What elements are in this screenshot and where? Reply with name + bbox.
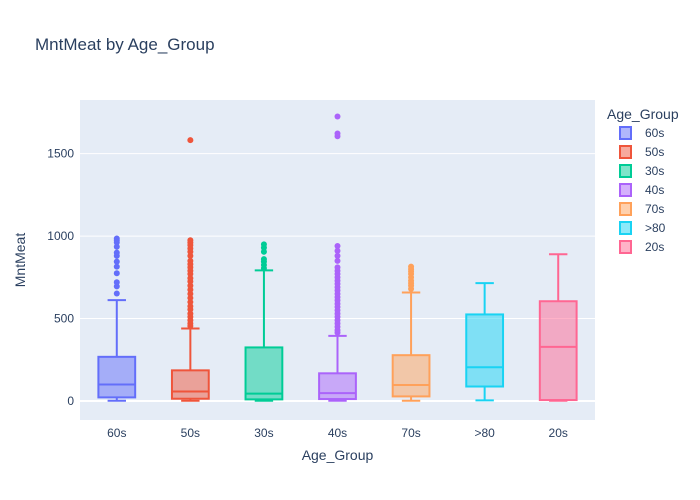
box-30s [244, 241, 284, 402]
outlier-point [187, 303, 194, 310]
legend-swatch [619, 164, 632, 178]
legend-item-20s[interactable]: 20s [619, 240, 664, 254]
outlier-point [187, 282, 194, 289]
box-body [97, 355, 137, 399]
box-series-group [97, 113, 578, 402]
outlier-point [187, 310, 194, 317]
box-70s [391, 263, 431, 402]
outlier-point [113, 270, 120, 277]
legend-swatch [619, 183, 632, 197]
outlier-point [187, 137, 194, 144]
outlier-point [113, 290, 120, 297]
legend-item->80[interactable]: >80 [619, 221, 666, 235]
legend-label: 60s [645, 126, 664, 140]
legend-swatch [619, 126, 632, 140]
x-tick-label: 50s [181, 426, 200, 440]
box-body [391, 354, 431, 398]
y-tick-label: 1000 [47, 229, 74, 243]
outlier-point [334, 252, 341, 259]
outlier-point [334, 247, 341, 254]
legend-label: 70s [645, 202, 664, 216]
outlier-point [187, 275, 194, 282]
legend-swatch [619, 240, 632, 254]
outlier-point [334, 264, 341, 271]
x-tick-label: 70s [401, 426, 420, 440]
outlier-point [334, 113, 341, 120]
outlier-point [113, 235, 120, 242]
legend-item-70s[interactable]: 70s [619, 202, 664, 216]
outlier-point [408, 263, 415, 270]
box-body [244, 346, 284, 401]
x-tick-label: 20s [549, 426, 568, 440]
y-tick-label: 0 [67, 394, 74, 408]
box-20s [538, 253, 578, 402]
outlier-point [260, 256, 267, 263]
box-body [465, 313, 505, 388]
x-axis-title: Age_Group [302, 447, 374, 463]
outlier-point [260, 248, 267, 255]
y-tick-label: 500 [54, 312, 74, 326]
y-axis-ticks: 0 500 1000 1500 [47, 147, 74, 408]
x-tick-label: 30s [254, 426, 273, 440]
outlier-point [334, 242, 341, 249]
box-60s [97, 235, 137, 402]
box-body [538, 300, 578, 402]
y-axis-title: MntMeat [12, 233, 28, 288]
outlier-point [113, 263, 120, 270]
legend-swatch [619, 145, 632, 159]
legend-title: Age_Group [607, 106, 679, 122]
outlier-point [187, 294, 194, 301]
outlier-point [334, 257, 341, 264]
legend-item-60s[interactable]: 60s [619, 126, 664, 140]
legend-label: >80 [645, 221, 666, 235]
x-tick-label: 60s [107, 426, 126, 440]
legend-label: 20s [645, 240, 664, 254]
x-tick-label: >80 [474, 426, 495, 440]
legend-item-40s[interactable]: 40s [619, 183, 664, 197]
legend-label: 30s [645, 164, 664, 178]
outlier-point [187, 237, 194, 244]
outlier-point [334, 130, 341, 137]
legend-label: 50s [645, 145, 664, 159]
x-tick-label: 40s [328, 426, 347, 440]
legend-item-50s[interactable]: 50s [619, 145, 664, 159]
outlier-point [187, 286, 194, 293]
outlier-point [187, 257, 194, 264]
legend-swatch [619, 221, 632, 235]
box-body [170, 369, 210, 400]
box->80 [465, 282, 505, 402]
box-40s [318, 113, 357, 402]
y-tick-label: 1500 [47, 147, 74, 161]
legend: Age_Group 60s 50s 30s 40s 70s >80 20s [607, 106, 679, 254]
outlier-point [260, 241, 267, 248]
outlier-point [187, 290, 194, 297]
outlier-point [113, 249, 120, 256]
outlier-point [113, 279, 120, 286]
legend-swatch [619, 202, 632, 216]
legend-item-30s[interactable]: 30s [619, 164, 664, 178]
legend-label: 40s [645, 183, 664, 197]
outlier-point [187, 299, 194, 306]
chart-title: MntMeat by Age_Group [35, 35, 215, 54]
outlier-point [113, 258, 120, 265]
box-body [318, 372, 357, 401]
x-axis-ticks: 60s 50s 30s 40s 70s >80 20s [107, 426, 568, 440]
legend-items: 60s 50s 30s 40s 70s >80 20s [619, 126, 666, 254]
outlier-point [113, 283, 120, 290]
box-50s [170, 137, 210, 402]
outlier-point [113, 243, 120, 250]
outlier-point [187, 252, 194, 259]
